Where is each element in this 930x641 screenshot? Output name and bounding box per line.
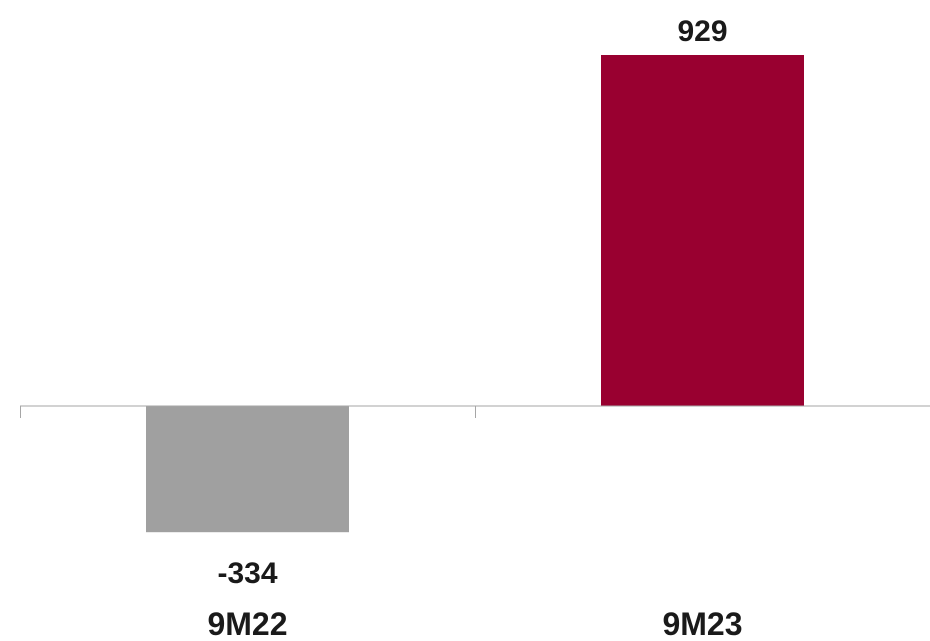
category-label-9m22: 9M22 [207,606,287,641]
data-label-9m23: 929 [677,15,727,48]
category-label-9m23: 9M23 [662,606,742,641]
bar-9m23 [601,55,804,406]
data-labels-group: -334 929 [217,15,727,590]
bar-9m22 [146,406,349,533]
bars-group [146,55,804,533]
x-axis [20,405,930,418]
data-label-9m22: -334 [217,557,277,590]
category-labels-group: 9M22 9M23 [207,606,742,641]
